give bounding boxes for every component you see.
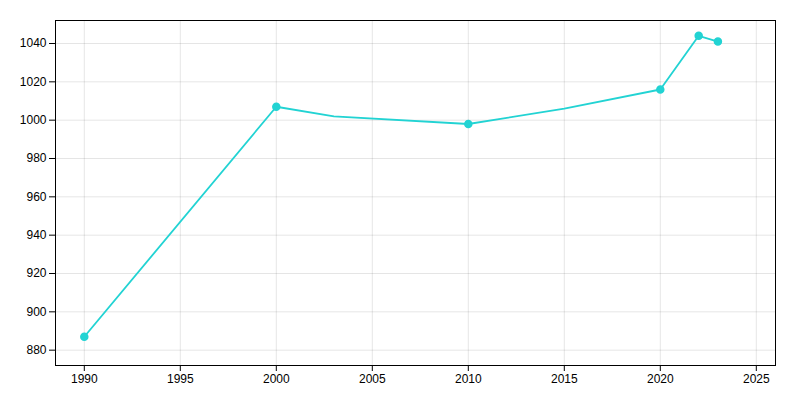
svg-text:2000: 2000 [263,372,290,386]
svg-text:1000: 1000 [20,113,47,127]
svg-text:1020: 1020 [20,75,47,89]
svg-text:940: 940 [26,228,46,242]
svg-text:1040: 1040 [20,36,47,50]
svg-text:880: 880 [26,343,46,357]
svg-text:1990: 1990 [71,372,98,386]
svg-text:980: 980 [26,151,46,165]
svg-text:2020: 2020 [647,372,674,386]
svg-text:2005: 2005 [359,372,386,386]
svg-text:900: 900 [26,305,46,319]
svg-text:1995: 1995 [167,372,194,386]
svg-text:2010: 2010 [455,372,482,386]
svg-text:2015: 2015 [551,372,578,386]
svg-text:960: 960 [26,190,46,204]
svg-text:920: 920 [26,266,46,280]
svg-text:2025: 2025 [743,372,770,386]
